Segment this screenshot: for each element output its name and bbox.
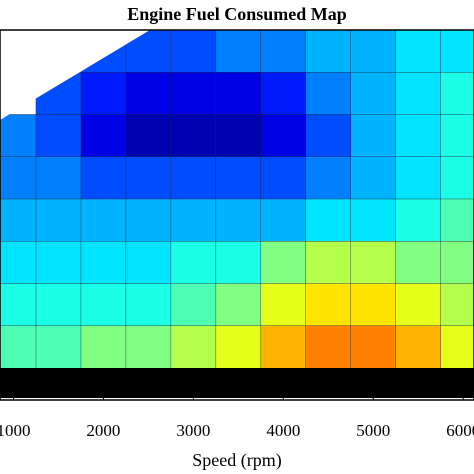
x-tick-label: 2000 bbox=[86, 421, 120, 440]
contour-cell bbox=[0, 283, 37, 327]
contour-cell bbox=[350, 114, 397, 158]
contour-cell bbox=[170, 198, 217, 242]
contour-cell bbox=[260, 198, 307, 242]
contour-cell bbox=[0, 156, 37, 200]
contour-cell bbox=[260, 325, 307, 369]
contour-cell bbox=[350, 325, 397, 369]
contour-cell bbox=[170, 241, 217, 285]
contour-cell bbox=[0, 325, 37, 369]
contour-cell bbox=[215, 156, 262, 200]
contour-cell bbox=[395, 283, 442, 327]
contour-cell bbox=[35, 325, 82, 369]
contour-cell bbox=[440, 30, 474, 73]
contour-cell bbox=[395, 114, 442, 158]
contour-cell bbox=[440, 325, 474, 369]
contour-cell bbox=[125, 325, 172, 369]
contour-cell bbox=[440, 114, 474, 158]
contour-cell bbox=[215, 283, 262, 327]
contour-cell bbox=[350, 241, 397, 285]
envelope-mask bbox=[0, 30, 150, 120]
contour-cell bbox=[80, 156, 127, 200]
contour-cell bbox=[395, 72, 442, 116]
contour-cell bbox=[125, 198, 172, 242]
contour-cell bbox=[215, 198, 262, 242]
contour-cell bbox=[440, 72, 474, 116]
contour-cell bbox=[260, 72, 307, 116]
contour-cell bbox=[305, 198, 352, 242]
contour-cell bbox=[395, 198, 442, 242]
contour-cell bbox=[80, 325, 127, 369]
x-tick-label: 6000 bbox=[446, 421, 474, 440]
x-tick-label: 5000 bbox=[356, 421, 390, 440]
contour-cell bbox=[440, 156, 474, 200]
contour-cell bbox=[350, 283, 397, 327]
contour-cell bbox=[260, 114, 307, 158]
plot-frame bbox=[0, 29, 474, 401]
contour-cell bbox=[170, 72, 217, 116]
contour-cell bbox=[395, 156, 442, 200]
contour-cell bbox=[395, 30, 442, 73]
contour-cell bbox=[260, 156, 307, 200]
x-tick-label: 4000 bbox=[266, 421, 300, 440]
contour-cell bbox=[215, 114, 262, 158]
x-tick-label: 3000 bbox=[176, 421, 210, 440]
dense-contour-band bbox=[0, 368, 474, 398]
contour-cell bbox=[125, 114, 172, 158]
contour-cell bbox=[35, 241, 82, 285]
contour-cell bbox=[170, 325, 217, 369]
contour-cell bbox=[440, 283, 474, 327]
contour-cell bbox=[0, 241, 37, 285]
contour-cell bbox=[305, 241, 352, 285]
contour-cell bbox=[0, 198, 37, 242]
contour-cell bbox=[125, 283, 172, 327]
contour-cell bbox=[35, 156, 82, 200]
x-axis-label: Speed (rpm) bbox=[192, 450, 281, 471]
contour-cell bbox=[125, 156, 172, 200]
contour-cell bbox=[350, 72, 397, 116]
contour-cell bbox=[170, 30, 217, 73]
x-tick-label: 1000 bbox=[0, 421, 30, 440]
contour-cell bbox=[215, 30, 262, 73]
contour-cell bbox=[170, 156, 217, 200]
contour-cell bbox=[80, 72, 127, 116]
contour-cell bbox=[305, 72, 352, 116]
contour-cell bbox=[305, 30, 352, 73]
contour-cell bbox=[170, 114, 217, 158]
contour-cell bbox=[350, 30, 397, 73]
contour-cell bbox=[35, 114, 82, 158]
contour-cell bbox=[395, 325, 442, 369]
contour-cell bbox=[215, 241, 262, 285]
contour-cell bbox=[260, 241, 307, 285]
contour-cell bbox=[215, 72, 262, 116]
contour-cell bbox=[350, 198, 397, 242]
contour-cell bbox=[395, 241, 442, 285]
contour-cell bbox=[305, 283, 352, 327]
contour-cell bbox=[80, 198, 127, 242]
contour-cell bbox=[80, 283, 127, 327]
contour-cell bbox=[305, 114, 352, 158]
contour-cell bbox=[125, 72, 172, 116]
contour-cell bbox=[80, 114, 127, 158]
contour-cell bbox=[260, 283, 307, 327]
contour-area bbox=[0, 30, 474, 369]
contour-cell bbox=[170, 283, 217, 327]
contour-cell bbox=[440, 198, 474, 242]
contour-cell bbox=[440, 241, 474, 285]
contour-cell bbox=[125, 241, 172, 285]
contour-cell bbox=[305, 325, 352, 369]
chart-title: Engine Fuel Consumed Map bbox=[127, 4, 347, 24]
contour-cell bbox=[35, 198, 82, 242]
contour-cell bbox=[305, 156, 352, 200]
contour-cell bbox=[350, 156, 397, 200]
contour-cell bbox=[80, 241, 127, 285]
contour-cell bbox=[0, 114, 37, 158]
contour-cell bbox=[35, 283, 82, 327]
contour-cell bbox=[260, 30, 307, 73]
contour-cell bbox=[215, 325, 262, 369]
